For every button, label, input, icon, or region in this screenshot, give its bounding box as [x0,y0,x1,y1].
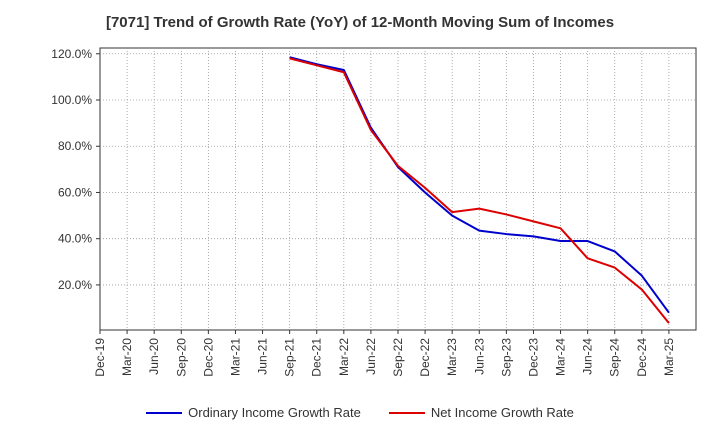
x-tick-label: Mar-23 [445,338,459,376]
x-tick-label: Sep-23 [499,338,513,377]
x-axis-ticks: Dec-19 Mar-20 Jun-20 Sep-20 Dec-20 Mar-21 Jun-… [93,330,676,377]
x-tick-label: Dec-19 [93,338,107,377]
legend-item: Ordinary Income Growth Rate [146,405,361,420]
y-tick-label: 20.0% [58,278,92,292]
x-tick-label: Jun-21 [256,338,270,375]
chart-title: [7071] Trend of Growth Rate (YoY) of 12-… [105,14,615,31]
x-tick-label: Jun-22 [364,338,378,375]
legend-item: Net Income Growth Rate [388,405,574,420]
x-tick-label: Jun-20 [147,338,161,375]
legend-label: Net Income Growth Rate [430,405,574,420]
x-tick-label: Mar-20 [120,338,134,376]
x-tick-label: Mar-22 [337,338,351,376]
legend-swatch [146,411,183,414]
x-tick-label: Sep-21 [283,338,297,377]
x-tick-label: Sep-20 [174,338,188,377]
y-tick-label: 80.0% [58,139,92,153]
y-tick-label: 40.0% [58,232,92,246]
legend: Ordinary Income Growth Rate Net Income Gr… [0,405,720,420]
legend-swatch [388,411,425,414]
y-tick-label: 100.0% [51,93,92,107]
y-tick-label: 120.0% [51,47,92,61]
y-tick-label: 60.0% [58,185,92,199]
x-tick-label: Dec-20 [201,338,215,377]
x-tick-label: Jun-24 [581,338,595,375]
x-tick-label: Mar-21 [228,338,242,376]
x-tick-label: Jun-23 [472,338,486,375]
legend-label: Ordinary Income Growth Rate [188,405,361,420]
x-tick-label: Sep-24 [608,338,622,377]
series-lines [289,56,670,324]
x-tick-label: Dec-23 [526,338,540,377]
x-tick-label: Mar-25 [662,338,676,376]
x-tick-label: Dec-21 [310,338,324,377]
x-tick-label: Dec-22 [418,338,432,377]
x-tick-label: Dec-24 [635,338,649,377]
x-tick-label: Sep-22 [391,338,405,377]
series-line [289,57,670,324]
x-tick-label: Mar-24 [554,338,568,376]
y-axis-ticks: 20.0% 40.0% 60.0% 80.0% 100.0% 120.0% [51,47,100,292]
